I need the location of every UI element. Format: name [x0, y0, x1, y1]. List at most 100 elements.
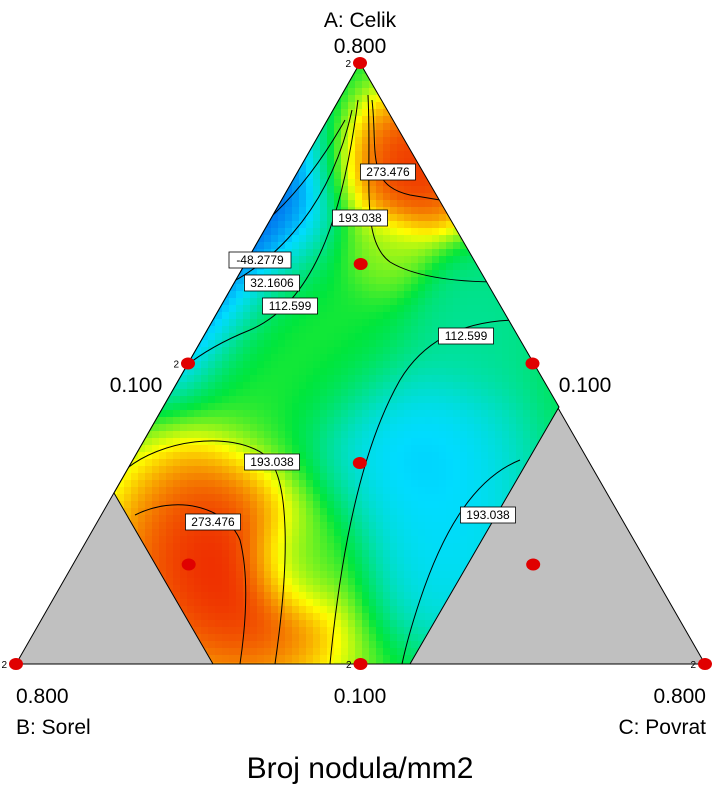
- surface-cell: [285, 368, 293, 376]
- surface-cell: [397, 368, 405, 376]
- surface-cell: [222, 501, 230, 509]
- surface-cell: [236, 277, 244, 285]
- contour-label-box: [438, 327, 494, 345]
- surface-cell: [376, 151, 384, 159]
- surface-cell: [348, 312, 356, 320]
- surface-cell: [432, 368, 440, 376]
- surface-cell: [411, 592, 419, 600]
- surface-cell: [306, 228, 314, 236]
- replicate-count-label: 2: [346, 660, 352, 671]
- surface-cell: [432, 235, 440, 243]
- surface-cell: [376, 641, 384, 649]
- surface-cell: [418, 200, 426, 208]
- surface-cell: [348, 655, 356, 663]
- surface-cell: [404, 347, 412, 355]
- surface-cell: [187, 340, 195, 348]
- surface-cell: [145, 431, 153, 439]
- surface-cell: [530, 438, 538, 446]
- surface-cell: [481, 417, 489, 425]
- surface-cell: [334, 326, 342, 334]
- surface-cell: [390, 522, 398, 530]
- surface-cell: [432, 564, 440, 572]
- surface-cell: [390, 151, 398, 159]
- surface-cell: [313, 557, 321, 565]
- surface-cell: [467, 431, 475, 439]
- surface-cell: [439, 543, 447, 551]
- surface-cell: [404, 375, 412, 383]
- surface-cell: [467, 319, 475, 327]
- surface-cell: [404, 431, 412, 439]
- surface-cell: [327, 634, 335, 642]
- surface-cell: [348, 564, 356, 572]
- surface-cell: [243, 340, 251, 348]
- surface-cell: [292, 522, 300, 530]
- surface-cell: [194, 473, 202, 481]
- surface-cell: [208, 480, 216, 488]
- surface-cell: [327, 284, 335, 292]
- contour-label-text: 193.038: [466, 508, 510, 522]
- surface-cell: [285, 571, 293, 579]
- surface-cell: [390, 200, 398, 208]
- surface-cell: [348, 193, 356, 201]
- surface-cell: [159, 480, 167, 488]
- surface-cell: [432, 179, 440, 187]
- surface-cell: [390, 158, 398, 166]
- surface-cell: [362, 431, 370, 439]
- surface-cell: [425, 417, 433, 425]
- surface-cell: [341, 95, 349, 103]
- surface-cell: [236, 466, 244, 474]
- surface-cell: [481, 452, 489, 460]
- surface-cell: [474, 522, 482, 530]
- surface-cell: [376, 606, 384, 614]
- surface-cell: [376, 529, 384, 537]
- surface-cell: [278, 543, 286, 551]
- surface-cell: [138, 466, 146, 474]
- surface-cell: [376, 396, 384, 404]
- surface-cell: [299, 536, 307, 544]
- surface-cell: [362, 137, 370, 145]
- surface-cell: [432, 466, 440, 474]
- surface-cell: [180, 536, 188, 544]
- surface-cell: [278, 312, 286, 320]
- surface-cell: [229, 613, 237, 621]
- surface-cell: [145, 466, 153, 474]
- surface-cell: [306, 585, 314, 593]
- surface-cell: [502, 424, 510, 432]
- surface-cell: [348, 396, 356, 404]
- surface-cell: [418, 221, 426, 229]
- surface-cell: [348, 277, 356, 285]
- surface-cell: [236, 319, 244, 327]
- surface-cell: [278, 207, 286, 215]
- surface-cell: [208, 606, 216, 614]
- surface-cell: [418, 536, 426, 544]
- surface-cell: [509, 326, 517, 334]
- surface-cell: [250, 312, 258, 320]
- surface-cell: [383, 620, 391, 628]
- surface-cell: [320, 613, 328, 621]
- surface-cell: [341, 382, 349, 390]
- surface-cell: [481, 494, 489, 502]
- surface-cell: [194, 403, 202, 411]
- surface-cell: [313, 445, 321, 453]
- surface-cell: [327, 620, 335, 628]
- surface-cell: [215, 606, 223, 614]
- surface-cell: [390, 270, 398, 278]
- surface-cell: [292, 634, 300, 642]
- surface-cell: [446, 368, 454, 376]
- surface-cell: [390, 515, 398, 523]
- surface-cell: [173, 585, 181, 593]
- surface-cell: [208, 326, 216, 334]
- surface-cell: [278, 627, 286, 635]
- surface-cell: [362, 389, 370, 397]
- surface-cell: [348, 452, 356, 460]
- surface-cell: [432, 284, 440, 292]
- surface-cell: [432, 396, 440, 404]
- surface-cell: [390, 571, 398, 579]
- surface-cell: [285, 221, 293, 229]
- surface-cell: [131, 438, 139, 446]
- surface-cell: [439, 305, 447, 313]
- surface-cell: [383, 347, 391, 355]
- surface-cell: [313, 522, 321, 530]
- surface-cell: [278, 361, 286, 369]
- surface-cell: [278, 522, 286, 530]
